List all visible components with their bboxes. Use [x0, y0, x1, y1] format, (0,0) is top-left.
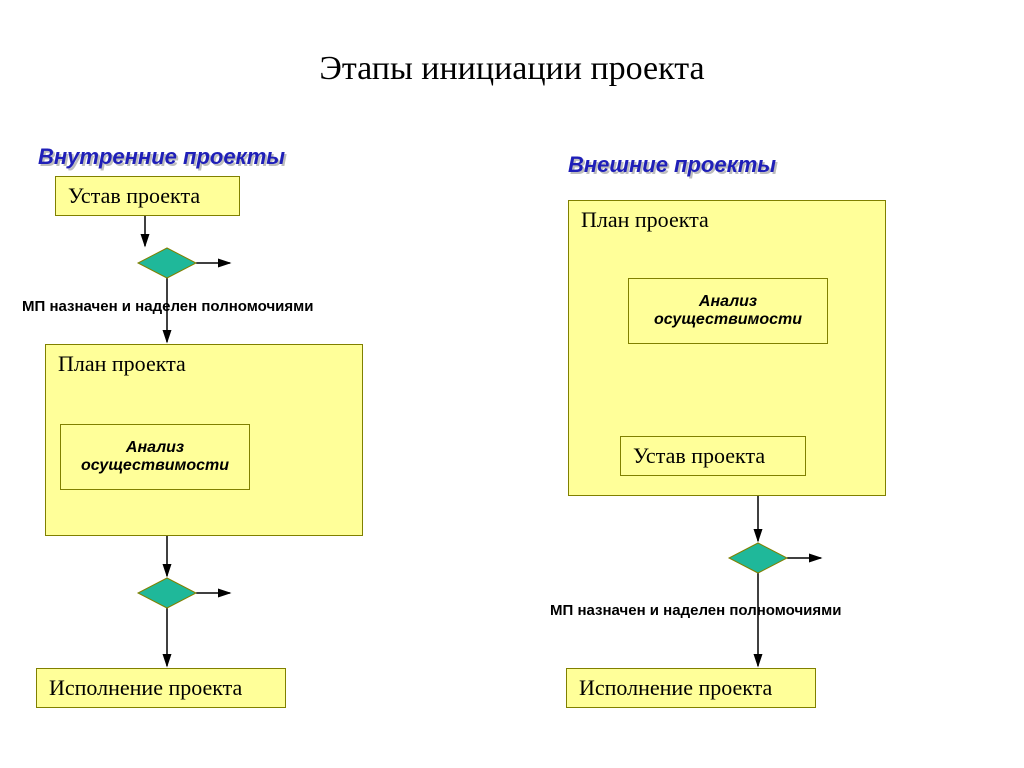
right-execution-box: Исполнение проекта [566, 668, 816, 708]
right-annotation: МП назначен и наделен полномочиями [550, 602, 841, 619]
left-annotation: МП назначен и наделен полномочиями [22, 298, 313, 315]
left-plan-label: План проекта [58, 351, 186, 376]
left-charter-box: Устав проекта [55, 176, 240, 216]
subtitle-external: Внешние проекты [568, 152, 776, 178]
left-execution-box: Исполнение проекта [36, 668, 286, 708]
decision-diamond [729, 543, 787, 573]
right-analysis-box: Анализосуществимости [628, 278, 828, 344]
subtitle-internal: Внутренние проекты [38, 144, 285, 170]
decision-diamond [138, 248, 196, 278]
right-plan-label: План проекта [581, 207, 709, 232]
decision-diamond [138, 578, 196, 608]
page-title: Этапы инициации проекта [0, 50, 1024, 88]
right-charter-box: Устав проекта [620, 436, 806, 476]
left-analysis-box: Анализосуществимости [60, 424, 250, 490]
